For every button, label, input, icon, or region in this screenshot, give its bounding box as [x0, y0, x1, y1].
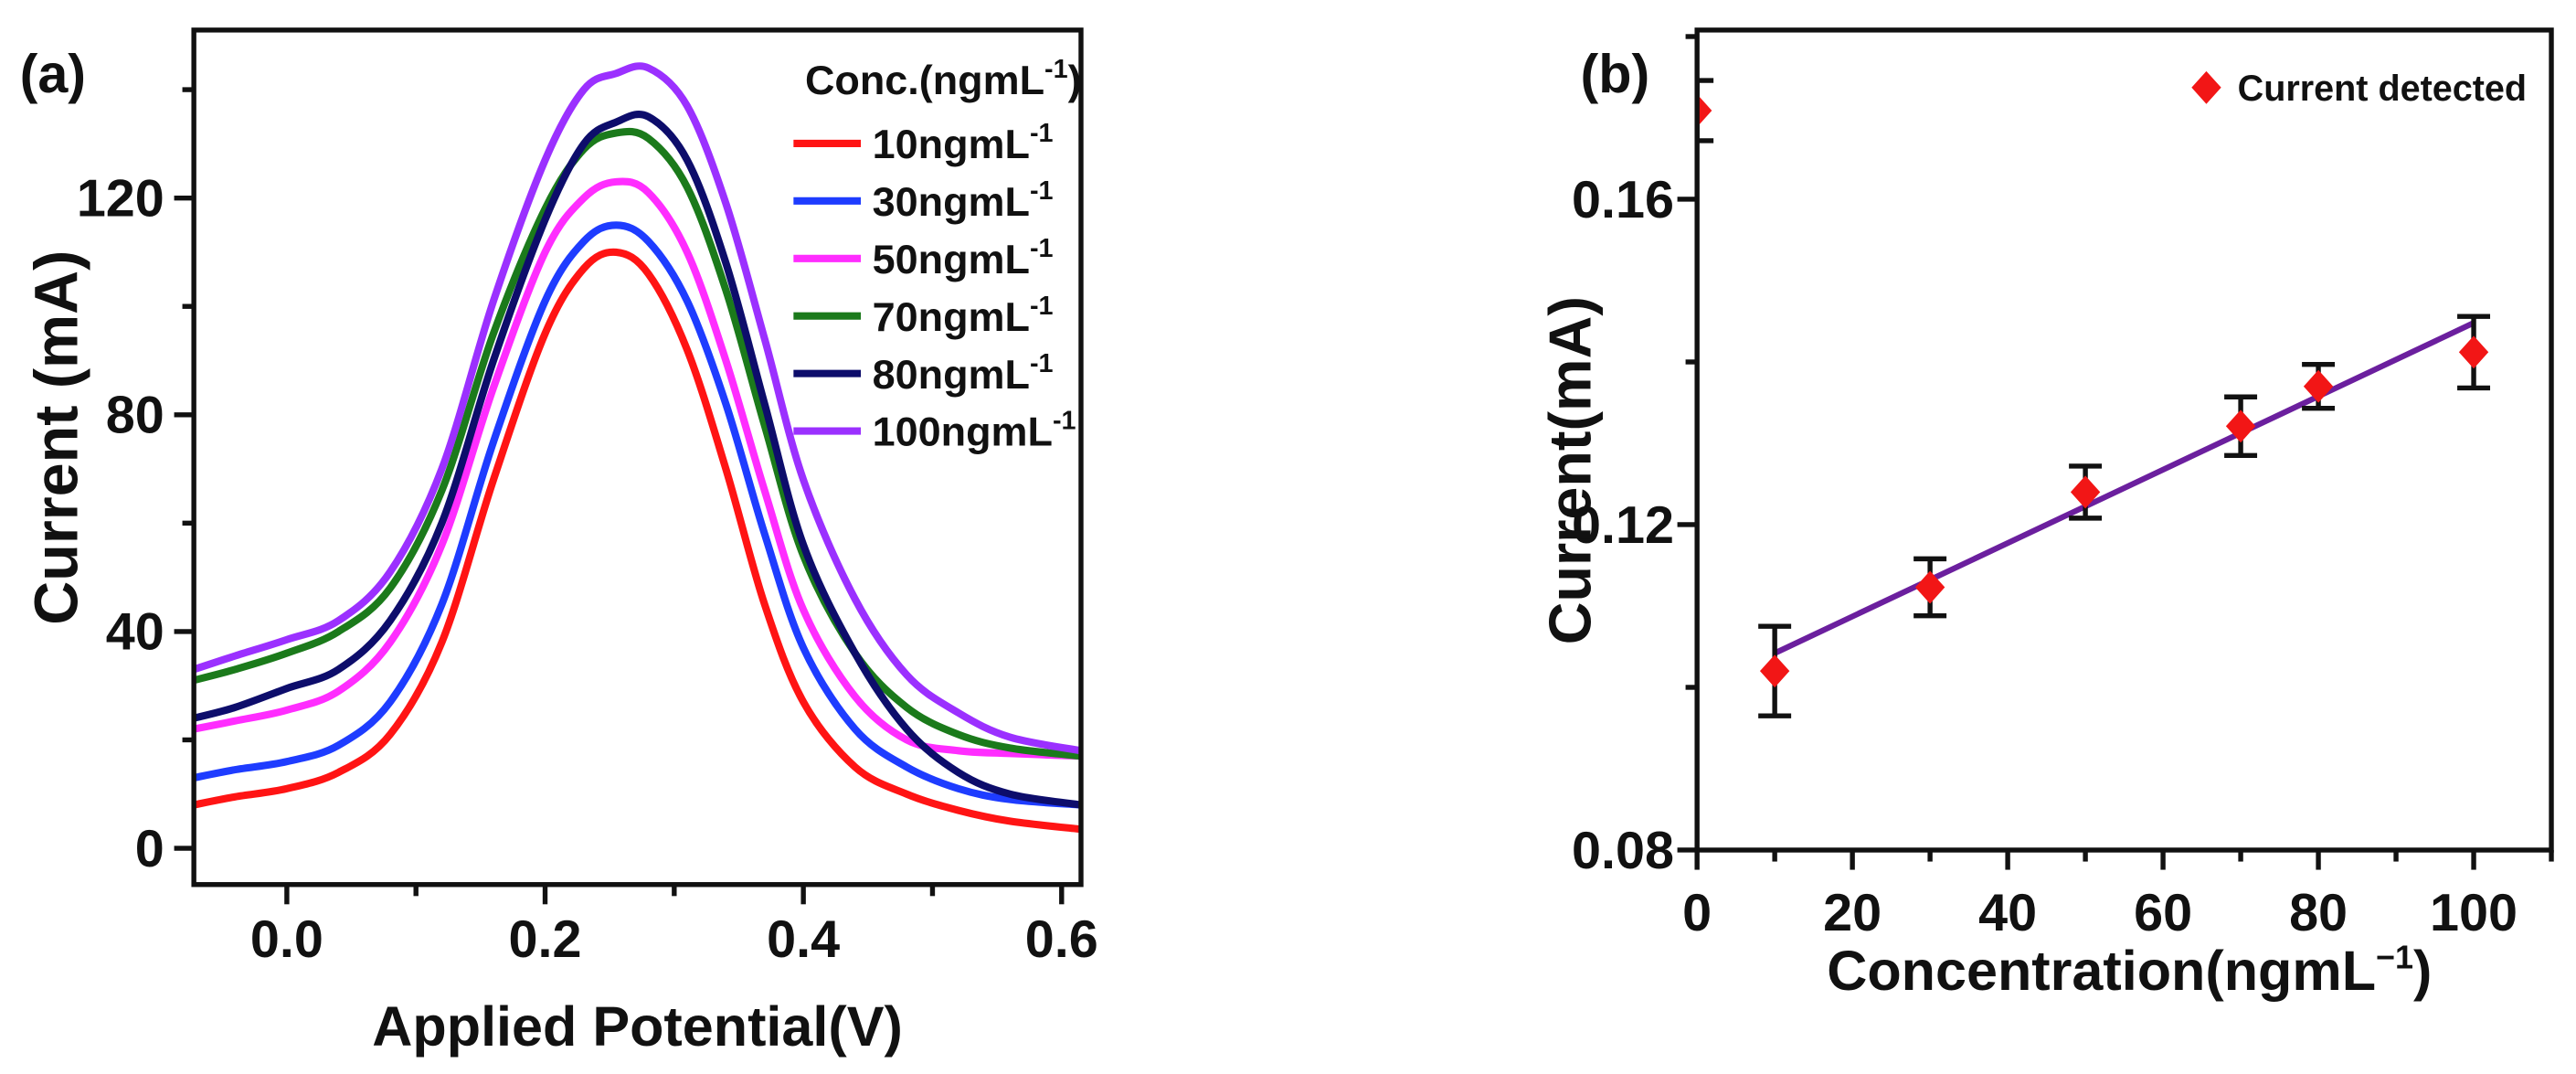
x-tick-label: 40 [1978, 884, 2037, 942]
y-tick-label: 0 [135, 820, 164, 878]
legend-label: 100ngmL-1 [873, 407, 1076, 455]
y-tick-label: 40 [106, 603, 164, 662]
panel-a-x-axis-title: Applied Potential(V) [372, 995, 903, 1058]
y-tick-label: 80 [106, 387, 164, 445]
plot-frame [191, 27, 1084, 888]
data-point [2458, 335, 2489, 369]
x-tick-label: 0.0 [250, 910, 323, 969]
legend-title-end: ) [1068, 57, 1082, 103]
data-point [2225, 409, 2256, 443]
legend-label-text: 100ngmL [873, 409, 1053, 455]
series-line-100ngmL [194, 62, 1081, 755]
legend-diamond-marker [2191, 70, 2221, 104]
data-point [1759, 654, 1790, 688]
panel-b-legend: Current detected [2191, 69, 2527, 109]
error-bar [1697, 78, 1714, 144]
x-tick-label: 0 [1682, 884, 1712, 942]
legend-label-text: 50ngmL [873, 236, 1030, 282]
panel-a-label: (a) [20, 43, 86, 104]
series-lines [194, 62, 1081, 834]
fit-line [1773, 320, 2475, 656]
legend-label-sup: -1 [1030, 349, 1054, 378]
series-line-50ngmL [194, 177, 1081, 760]
legend-label-text: 30ngmL [873, 178, 1030, 225]
y-tick-label: 0.16 [1572, 171, 1674, 229]
data-point [2303, 369, 2334, 403]
legend-label-text: 70ngmL [873, 293, 1030, 340]
series-line-70ngmL [194, 127, 1081, 760]
legend-label: 50ngmL-1 [873, 234, 1054, 282]
y-tick-label: 120 [77, 169, 164, 228]
legend-label-sup: -1 [1030, 292, 1054, 321]
legend-label-sup: -1 [1030, 119, 1054, 148]
y-tick-label: 0.12 [1572, 496, 1674, 555]
panel-a-legend: Conc.(ngmL-1) 10ngmL-130ngmL-150ngmL-170… [793, 55, 1082, 455]
series-line-80ngmL [194, 110, 1081, 809]
series-line-10ngmL [194, 248, 1081, 834]
panel-b: (b) 0 20 40 60 80 100 0.08 0.12 0.16 Concentrati… [1536, 27, 2554, 1002]
panel-b-y-axis-title: Current(mA) [1536, 296, 1603, 644]
panel-a-y-axis-title: Current (mA) [23, 250, 90, 625]
panel-b-x-axis-title: Concentration(ngmL−1) [1827, 938, 2432, 1001]
x-tick-label: 0.2 [509, 910, 582, 969]
panel-b-label: (b) [1581, 43, 1650, 104]
legend-label-text: 10ngmL [873, 121, 1030, 167]
x-tick-label: 100 [2430, 884, 2518, 942]
panel-a: (a) 0.0 0.2 0.4 0.6 0 40 80 120 Applied Potenti… [20, 27, 1098, 1058]
x-axis-title-sup: −1 [2376, 938, 2413, 975]
legend-label: 70ngmL-1 [873, 292, 1054, 340]
panel-b-plot: 0 20 40 60 80 100 0.08 0.12 0.16 [1572, 27, 2554, 942]
plot-frame [1694, 27, 2554, 853]
x-axis-title-text: Concentration(ngmL [1827, 940, 2376, 1002]
legend-title-text: Conc.(ngmL [805, 57, 1044, 103]
x-axis-title-end: ) [2413, 940, 2432, 1002]
x-tick-label: 60 [2134, 884, 2192, 942]
x-tick-label: 0.6 [1025, 910, 1098, 969]
x-tick-label: 80 [2289, 884, 2348, 942]
data-point [1697, 94, 1712, 127]
legend-label-sup: -1 [1030, 176, 1054, 206]
x-tick-label: 20 [1823, 884, 1882, 942]
data-point [2070, 475, 2101, 509]
legend-label-text: 80ngmL [873, 351, 1030, 398]
data-point [1914, 570, 1945, 604]
legend-title-sup: -1 [1044, 55, 1068, 84]
legend-label: 80ngmL-1 [873, 349, 1054, 398]
legend-label: Current detected [2238, 69, 2527, 109]
y-tick-label: 0.08 [1572, 822, 1674, 880]
legend-title: Conc.(ngmL-1) [805, 55, 1082, 103]
legend-label: 10ngmL-1 [873, 119, 1054, 167]
panel-a-plot: 0.0 0.2 0.4 0.6 0 40 80 120 [77, 27, 1098, 969]
x-tick-label: 0.4 [767, 910, 840, 969]
legend-label-sup: -1 [1053, 407, 1076, 436]
series-line-30ngmL [194, 221, 1081, 809]
legend-label-sup: -1 [1030, 234, 1054, 263]
legend-label: 30ngmL-1 [873, 176, 1054, 225]
plot-marks [1697, 78, 2491, 718]
